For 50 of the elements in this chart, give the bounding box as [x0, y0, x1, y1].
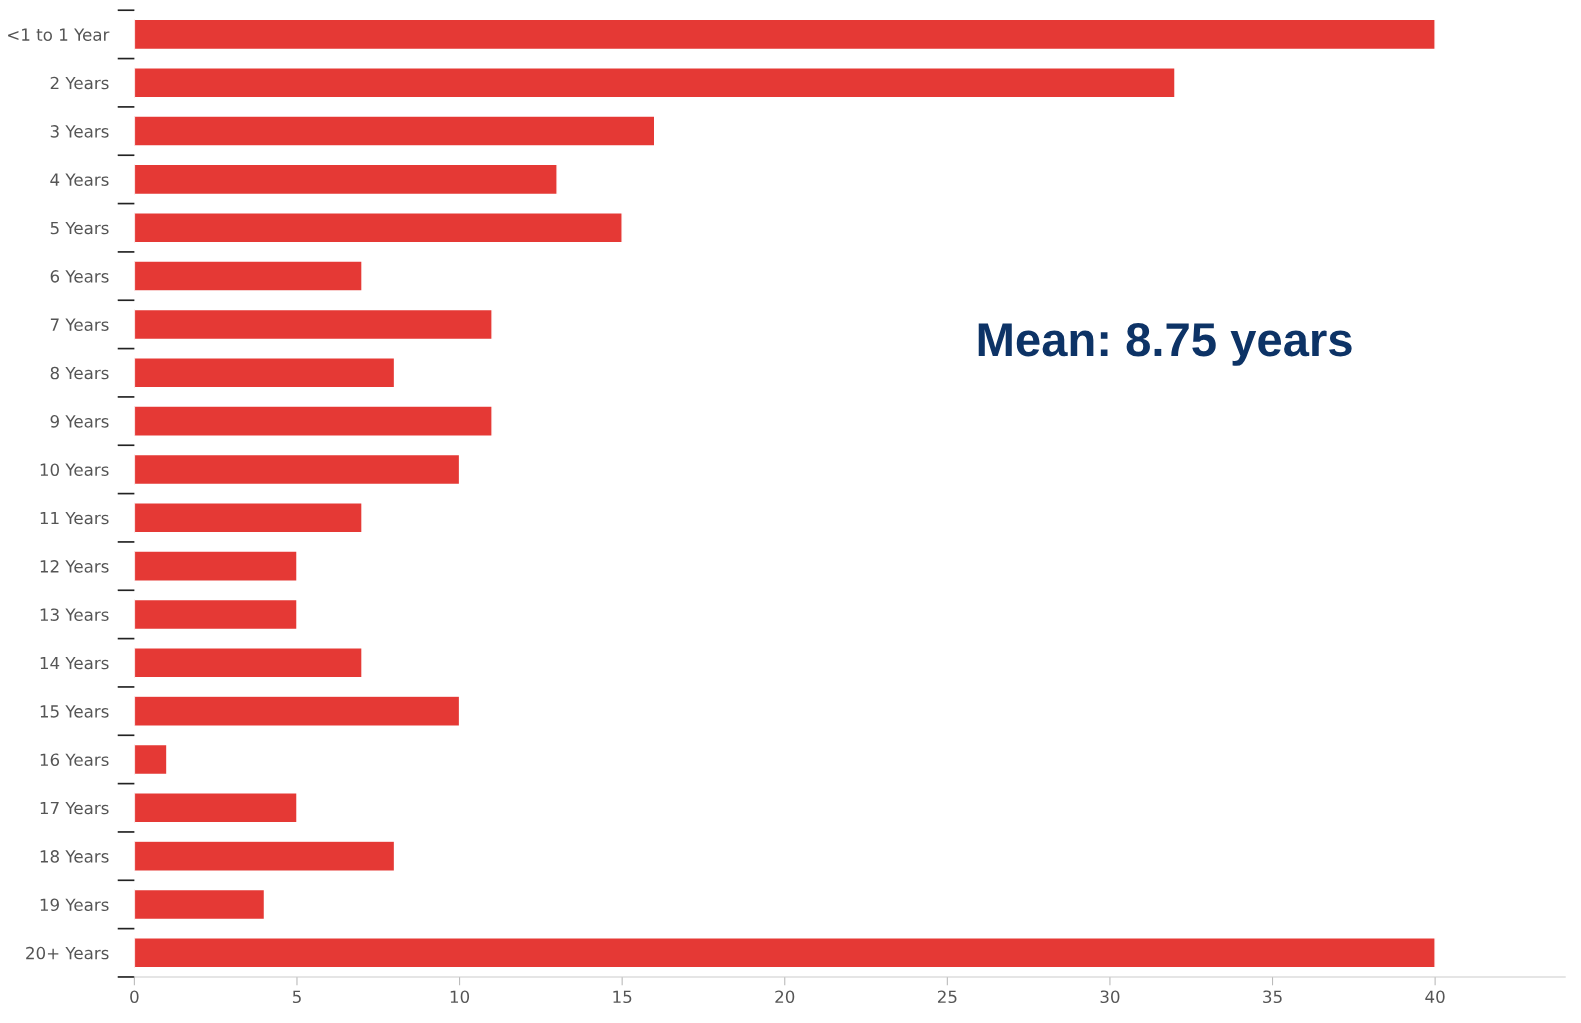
y-tick-label: 16 Years: [40, 753, 109, 767]
y-tick-label: <1 to 1 Year: [8, 28, 110, 41]
bar: [134, 695, 461, 727]
x-tick-label: 15: [613, 990, 632, 1004]
x-tick-label: 10: [450, 990, 470, 1004]
y-tick-label: 17 Years: [40, 801, 109, 815]
y-tick-label: 20+ Years: [26, 946, 109, 960]
y-tick-label: 18 Years: [40, 850, 109, 863]
y-tick-label: 7 Years: [50, 318, 109, 331]
bar: [134, 453, 461, 486]
bar: [134, 18, 1436, 51]
bar: [134, 115, 656, 147]
bar: [134, 212, 623, 244]
y-tick-label: 8 Years: [50, 366, 109, 380]
bar: [134, 598, 298, 631]
bar: [134, 67, 1176, 99]
y-tick-label: 3 Years: [50, 125, 109, 138]
annotation: Mean: 8.75 years: [978, 322, 1352, 366]
bar: [134, 647, 363, 679]
y-tick-label: 9 Years: [50, 415, 109, 428]
bar: [134, 308, 493, 341]
y-tick-label: 15 Years: [40, 705, 109, 718]
bar: [134, 163, 558, 196]
y-tick-label: 13 Years: [40, 608, 109, 622]
y-tick-label: 6 Years: [50, 270, 109, 283]
y-tick-label: 5 Years: [50, 221, 109, 235]
bar: [134, 840, 396, 872]
bar: [134, 260, 363, 292]
y-tick-label: 11 Years: [40, 511, 109, 525]
bar: [134, 502, 363, 534]
y-tick-label: 10 Years: [40, 463, 109, 476]
y-tick-label: 19 Years: [40, 898, 109, 912]
y-tick-label: 12 Years: [40, 560, 109, 573]
bar: [134, 550, 298, 582]
bar: [134, 792, 298, 824]
y-tick-label: 14 Years: [40, 656, 109, 670]
x-tick-label: 20: [775, 990, 795, 1004]
y-tick-label: 4 Years: [50, 173, 109, 186]
x-tick-label: 25: [937, 990, 957, 1004]
x-tick-label: 40: [1425, 990, 1445, 1004]
bar: [134, 888, 266, 921]
y-tick-label: 2 Years: [50, 76, 109, 90]
x-tick-label: 35: [1263, 990, 1282, 1004]
x-tick-label: 5: [292, 990, 301, 1004]
bar: [134, 405, 493, 437]
x-tick-label: 30: [1100, 990, 1120, 1004]
bar: [134, 743, 168, 776]
x-tick-label: 0: [130, 990, 139, 1004]
bar: [134, 357, 396, 389]
bar: [134, 937, 1436, 969]
